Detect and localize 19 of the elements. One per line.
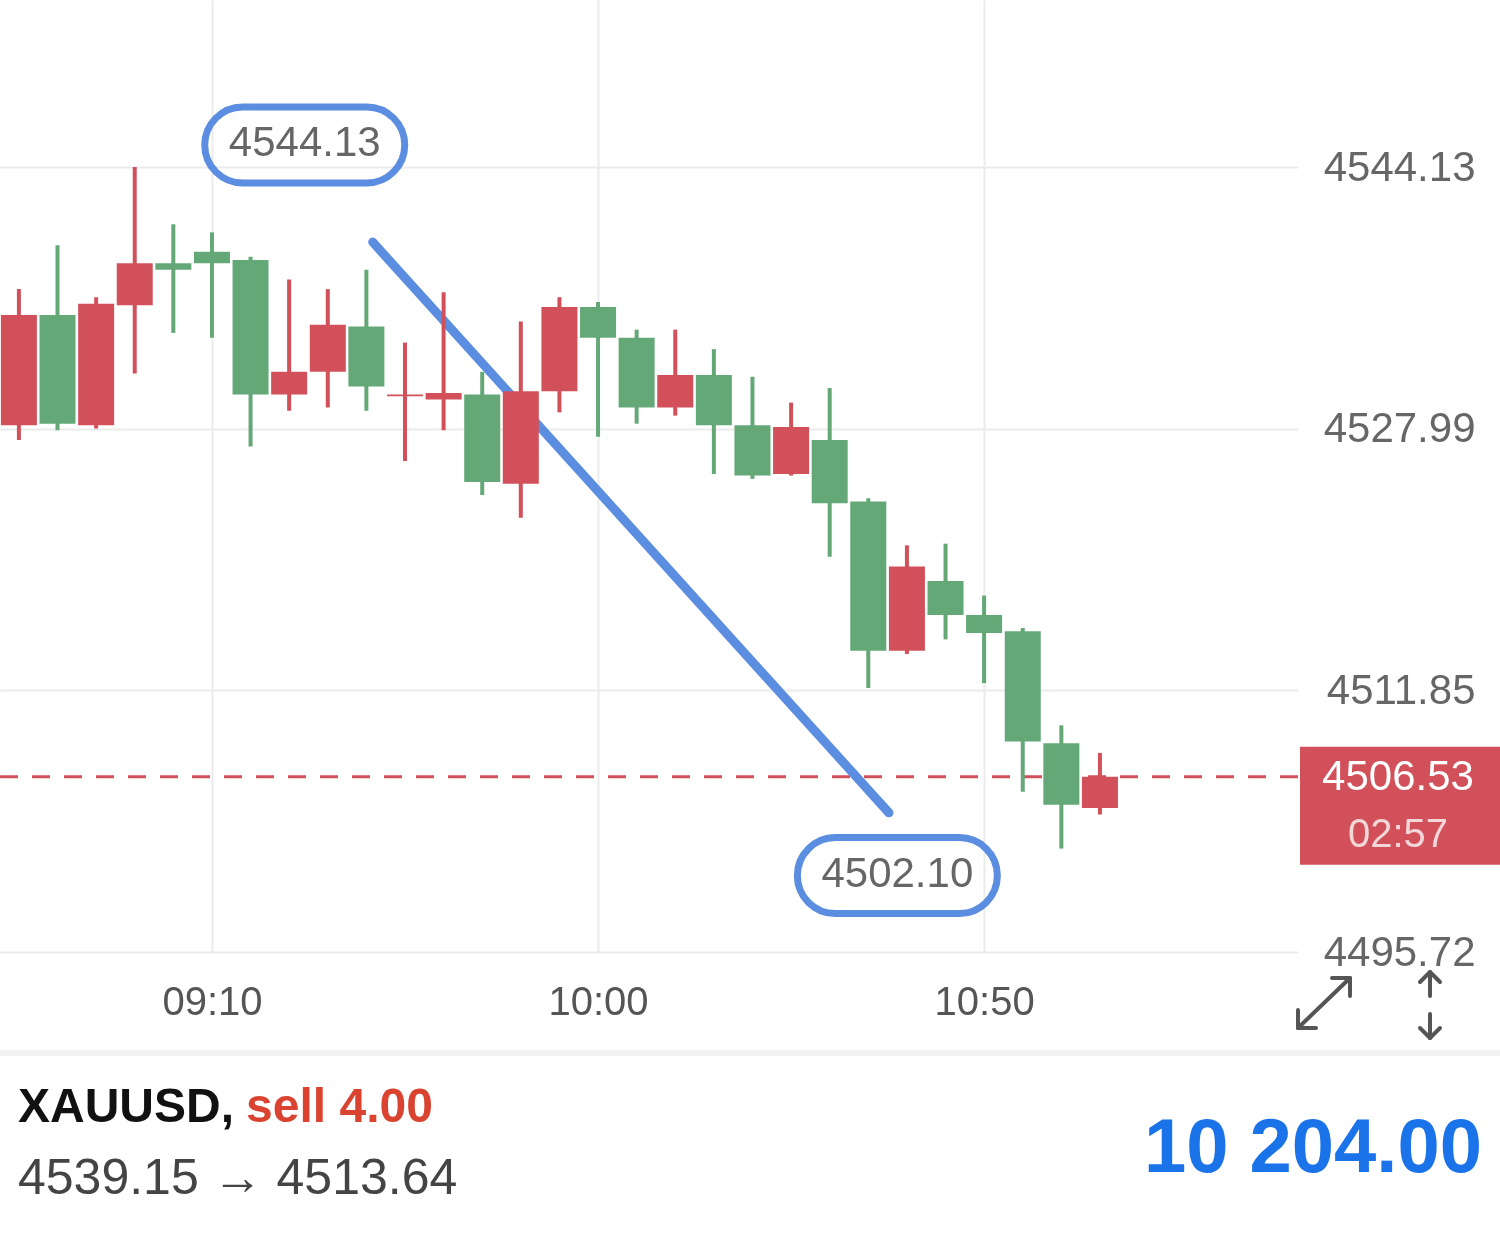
candlestick	[425, 292, 462, 431]
x-tick-label: 10:50	[934, 978, 1035, 1023]
candlestick	[966, 595, 1003, 684]
y-tick-label: 4544.13	[1323, 142, 1476, 190]
text: 10 204.00	[1143, 1102, 1482, 1189]
ref-line-label: 4506.53	[1322, 751, 1474, 799]
x-tick-label: 09:10	[162, 978, 263, 1023]
y-tick-label: 4527.99	[1323, 404, 1476, 452]
text: XAUUSD,	[18, 1078, 235, 1133]
text: 4539.15 → 4513.64	[18, 1148, 458, 1206]
annotation: 4544.13	[228, 118, 381, 166]
y-tick-label: 4495.72	[1323, 927, 1476, 975]
candlestick	[155, 224, 192, 333]
annotation: 4502.10	[821, 848, 974, 896]
text: sell 4.00	[246, 1078, 433, 1133]
y-tick-label: 4511.85	[1326, 665, 1476, 713]
x-tick-label: 10:00	[548, 978, 649, 1023]
text: 02:57	[1347, 810, 1449, 855]
candlestick	[193, 232, 230, 338]
